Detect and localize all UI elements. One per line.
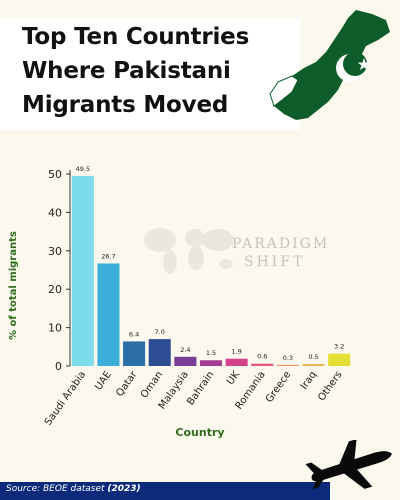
title-line-1: Top Ten Countries [22,24,250,50]
x-tick-label: Iraq [299,369,319,391]
bar [225,358,248,366]
bar [71,175,94,366]
y-tick-label: 40 [48,206,62,219]
x-tick-label: Oman [139,369,165,400]
x-axis-label: Country [175,426,225,439]
y-tick-label: 0 [55,360,62,373]
airplane-icon [305,440,393,490]
bar [251,363,274,366]
title-line-2: Where Pakistani [22,58,231,84]
data-label: 0.3 [283,354,293,362]
data-label: 6.4 [129,330,139,338]
data-label: 49.5 [76,165,90,173]
source-band: Source: BEOE dataset (2023) [0,482,330,500]
source-text: Source: BEOE dataset (2023) [6,484,141,494]
bar-chart: 0 10 20 30 40 50 49.5 Saudi Arabia 26.7 UAE 6.4 Qat… [43,165,351,428]
world-map-watermark-icon [144,228,234,274]
y-axis-label: % of total migrants [8,231,19,340]
x-tick-label: Qatar [114,369,140,399]
watermark-text-paradigm: PARADIGM [232,236,330,252]
data-label: 0.5 [308,353,318,361]
bar [148,339,171,366]
data-label: 1.9 [231,348,241,356]
watermark-text-shift: SHIFT [244,254,306,270]
bar [97,263,120,366]
data-label: 1.5 [206,349,216,357]
data-label: 3.2 [334,343,344,351]
x-tick-label: Others [316,369,344,403]
title-band [0,18,300,130]
bar [199,360,223,366]
y-tick-label: 50 [48,168,62,181]
y-tick-label: 10 [48,322,62,335]
bar [328,353,351,366]
y-tick-label: 20 [48,283,62,296]
y-tick-label: 30 [48,245,62,258]
bar [123,341,146,366]
data-label: 26.7 [101,252,115,260]
bar [302,364,325,366]
pakistan-flag-map-icon [269,10,390,120]
bar [174,356,197,366]
bar [276,364,299,366]
x-tick-label: Saudi Arabia [43,369,88,427]
source-prefix: Source: BEOE dataset [6,484,108,494]
data-label: 7.0 [155,328,165,336]
data-label: 2.4 [180,346,190,354]
x-tick-label: UAE [93,369,114,392]
title-line-3: Migrants Moved [22,92,229,118]
data-label: 0.6 [257,353,267,361]
x-tick-label: UK [225,369,242,387]
source-year: (2023) [107,484,141,494]
x-tick-label: Greece [264,369,293,404]
